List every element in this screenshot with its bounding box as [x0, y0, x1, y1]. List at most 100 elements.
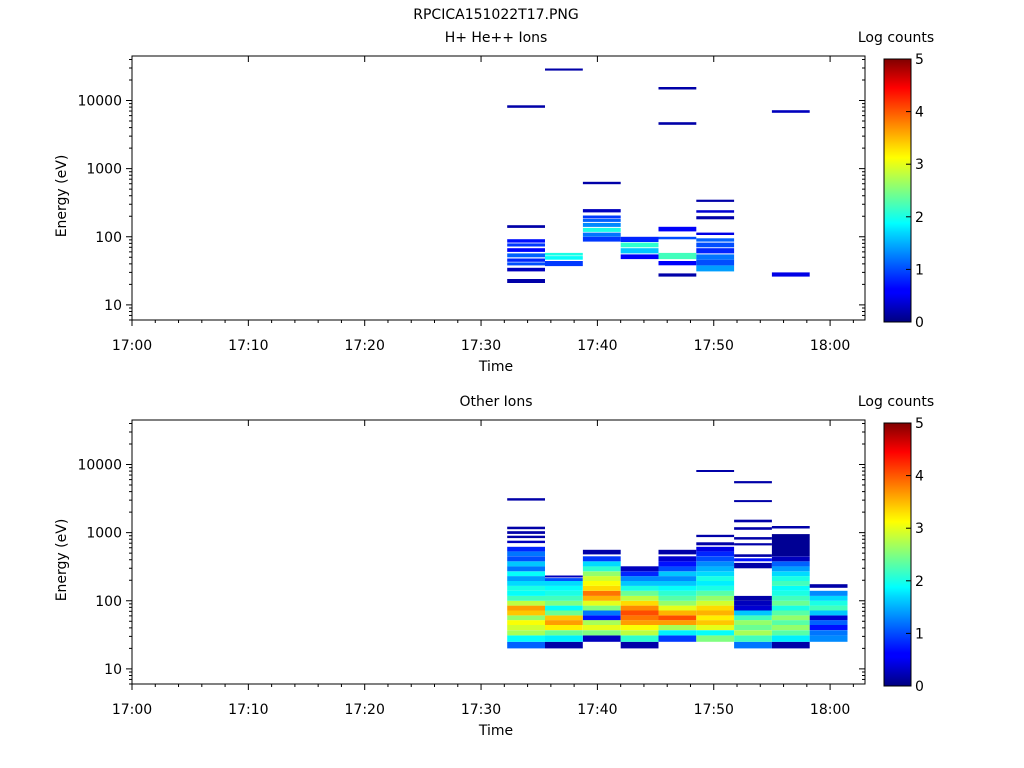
heatmap-cell — [582, 595, 621, 601]
heatmap-cell — [658, 585, 697, 591]
heatmap-cell — [507, 239, 545, 243]
heatmap-cell — [507, 620, 545, 625]
heatmap-cell — [620, 581, 659, 586]
heatmap-cell — [507, 551, 545, 557]
heatmap-cell — [658, 625, 697, 631]
heatmap-cell — [734, 527, 772, 530]
heatmap-cell — [582, 610, 621, 616]
heatmap-cell — [771, 635, 810, 642]
y-tick-label: 10 — [104, 662, 122, 678]
heatmap-cell — [696, 199, 735, 202]
heatmap-cell — [696, 625, 735, 631]
x-tick-label: 18:00 — [810, 338, 850, 354]
heatmap-cell — [809, 620, 848, 625]
heatmap-cell — [771, 585, 810, 591]
heatmap-cell — [734, 554, 772, 557]
heatmap-cell — [734, 595, 772, 601]
heatmap-cell — [734, 610, 772, 616]
heatmap-cell — [696, 585, 735, 591]
heatmap-cell — [545, 68, 583, 71]
heatmap-cell — [696, 210, 735, 213]
heatmap-cell — [620, 571, 659, 577]
heatmap-cell — [582, 566, 621, 572]
heatmap-cell — [734, 625, 772, 631]
heatmap-cell — [545, 605, 583, 611]
heatmap-cell — [658, 590, 697, 596]
x-tick-label: 17:40 — [577, 338, 617, 354]
heatmap-cell — [507, 581, 545, 586]
heatmap-cell — [696, 590, 735, 596]
heatmap-cell — [658, 226, 697, 232]
heatmap-cell — [507, 566, 545, 572]
heatmap-cell — [507, 641, 545, 649]
heatmap-cell — [507, 595, 545, 601]
y-tick-label: 10 — [104, 298, 122, 314]
heatmap-cell — [582, 232, 621, 237]
heatmap-cell — [582, 605, 621, 611]
heatmap-cell — [696, 610, 735, 616]
heatmap-cell — [771, 595, 810, 601]
heatmap-cell — [771, 566, 810, 572]
heatmap-cell — [696, 581, 735, 586]
y-tick-label: 10000 — [77, 458, 122, 474]
y-tick-label: 1000 — [86, 162, 122, 178]
y-axis-label: Energy (eV) — [54, 519, 70, 602]
heatmap-cell — [507, 526, 545, 530]
heatmap-cell — [734, 500, 772, 503]
heatmap-cell — [771, 526, 810, 529]
heatmap-cell — [620, 625, 659, 631]
colorbar-label: Log counts — [858, 394, 934, 410]
heatmap-cell — [582, 215, 621, 219]
heatmap-cell — [507, 535, 545, 539]
heatmap-cell — [582, 630, 621, 636]
heatmap-cell — [507, 248, 545, 252]
heatmap-cell — [658, 581, 697, 586]
heatmap-cell — [545, 575, 583, 578]
heatmap-cell — [734, 635, 772, 642]
y-tick-label: 10000 — [77, 94, 122, 110]
x-axis-label: Time — [478, 723, 513, 739]
colorbar-ticks: 0 1 2 3 4 5 — [906, 52, 924, 331]
colorbar-tick-label: 2 — [915, 210, 924, 226]
heatmap-cell — [734, 562, 772, 569]
x-tick-label: 17:10 — [228, 338, 268, 354]
heatmap-cell — [658, 595, 697, 601]
heatmap-cell — [771, 620, 810, 625]
x-tick-label: 17:50 — [694, 338, 734, 354]
heatmap-cell — [507, 531, 545, 534]
heatmap-cell — [507, 225, 545, 228]
x-tick-label: 18:00 — [810, 702, 850, 718]
heatmap-cell — [620, 242, 659, 248]
heatmap-cell — [507, 105, 545, 108]
heatmap-cell — [582, 600, 621, 606]
heatmap-cell — [658, 571, 697, 577]
heatmap-cell — [658, 605, 697, 611]
heatmap-cell — [771, 110, 810, 113]
heatmap-cell — [771, 590, 810, 596]
heatmap-cell — [658, 610, 697, 616]
heatmap-cell — [582, 227, 621, 232]
heatmap-cell — [507, 590, 545, 596]
heatmap-cell — [734, 543, 772, 546]
heatmap-cell — [696, 232, 735, 235]
heatmap-cell — [771, 641, 810, 649]
colorbar-ticks: 0 1 2 3 4 5 — [906, 416, 924, 695]
heatmap-cell — [582, 581, 621, 586]
colorbar-tick-label: 4 — [915, 105, 924, 121]
y-tick-label: 1000 — [86, 526, 122, 542]
heatmap-cell — [771, 630, 810, 636]
heatmap-cell — [545, 595, 583, 601]
heatmap-cell — [507, 585, 545, 591]
heatmap-cell — [582, 620, 621, 625]
heatmap-cell — [809, 590, 848, 596]
colorbar-tick-label: 1 — [915, 626, 924, 642]
plot-frame — [131, 55, 866, 321]
heatmap-cell — [696, 242, 735, 248]
heatmap-cell — [507, 243, 545, 247]
heatmap-cell — [507, 556, 545, 562]
heatmap-cell — [696, 265, 735, 272]
heatmap-cell — [658, 236, 697, 240]
colorbar-tick-label: 5 — [915, 416, 924, 432]
heatmap-cell — [545, 578, 583, 581]
y-ticks: 10 100 1000 10000 — [77, 422, 865, 685]
